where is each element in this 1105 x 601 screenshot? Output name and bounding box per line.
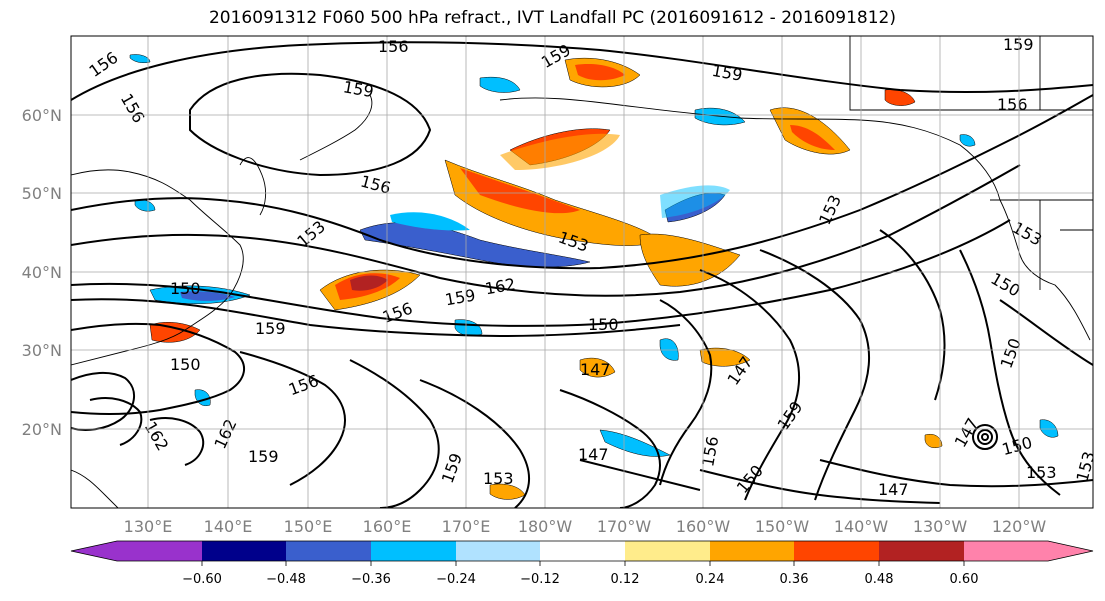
lon-label: 140°E (204, 517, 253, 536)
colorbar-tick-label: −0.12 (520, 572, 560, 587)
colorbar-tick-label: 0.36 (780, 572, 809, 587)
contour-label: 156 (997, 95, 1028, 114)
contour-label: 159 (1003, 35, 1034, 54)
lat-label-30n: 30°N (22, 341, 62, 360)
lon-label: 160°W (676, 517, 731, 536)
lon-label: 180°W (518, 517, 573, 536)
contour-label: 150 (588, 315, 619, 334)
colorbar-segment (964, 541, 1048, 561)
lat-label-60n: 60°N (22, 106, 62, 125)
lon-label: 170°E (442, 517, 491, 536)
colorbar-tick-label: 0.24 (696, 572, 725, 587)
anomaly-shading (129, 54, 1059, 500)
colorbar-segment (371, 541, 456, 561)
gridlines (71, 36, 1093, 508)
colorbar-extend-low (71, 541, 117, 561)
colorbar-segment (286, 541, 371, 561)
contour-label: 147 (580, 360, 611, 379)
colorbar: −0.60 −0.48 −0.36 −0.24 −0.12 0.12 0.24 … (70, 540, 1094, 587)
colorbar-segment (879, 541, 964, 561)
contour-label: 156 (378, 37, 409, 56)
lon-label: 150°E (284, 517, 333, 536)
lon-label: 120°W (992, 517, 1047, 536)
refractivity-contours (71, 41, 1093, 508)
colorbar-tick-label: 0.48 (865, 572, 894, 587)
lat-label-50n: 50°N (22, 184, 62, 203)
lon-label: 130°E (124, 517, 173, 536)
colorbar-tick-label: −0.36 (351, 572, 391, 587)
latitude-labels: 60°N 50°N 40°N 30°N 20°N (22, 106, 62, 439)
colorbar-segment (625, 541, 710, 561)
contour-label: 150 (170, 279, 201, 298)
contour-label: 159 (255, 319, 286, 338)
colorbar-tick-label: 0.60 (950, 572, 979, 587)
map-title: 2016091312 F060 500 hPa refract., IVT La… (208, 8, 896, 28)
contour-label: 153 (1073, 449, 1099, 483)
coastlines (71, 36, 1093, 508)
colorbar-tick-label: −0.60 (182, 572, 222, 587)
lon-label: 150°W (755, 517, 810, 536)
colorbar-segment (202, 541, 286, 561)
colorbar-segment (117, 541, 202, 561)
colorbar-segment (540, 541, 625, 561)
contour-label: 153 (1026, 463, 1057, 482)
lon-label: 170°W (597, 517, 652, 536)
contour-label: 147 (878, 480, 909, 499)
colorbar-segment (710, 541, 794, 561)
contour-label: 147 (578, 445, 609, 464)
longitude-labels: 130°E 140°E 150°E 160°E 170°E 180°W 170°… (124, 517, 1047, 536)
contour-label: 159 (248, 447, 279, 466)
lon-label: 160°E (363, 517, 412, 536)
contour-label: 150 (170, 355, 201, 374)
contour-label: 153 (483, 469, 514, 488)
colorbar-tick-label: 0.12 (611, 572, 640, 587)
lat-label-40n: 40°N (22, 263, 62, 282)
colorbar-extend-high (1048, 541, 1093, 561)
colorbar-tick-label: −0.48 (266, 572, 306, 587)
lon-label: 140°W (834, 517, 889, 536)
plot-frame (70, 35, 1094, 509)
lat-label-20n: 20°N (22, 420, 62, 439)
colorbar-tick-label: −0.24 (436, 572, 476, 587)
lon-label: 130°W (913, 517, 968, 536)
colorbar-segment (794, 541, 879, 561)
colorbar-segment (456, 541, 540, 561)
